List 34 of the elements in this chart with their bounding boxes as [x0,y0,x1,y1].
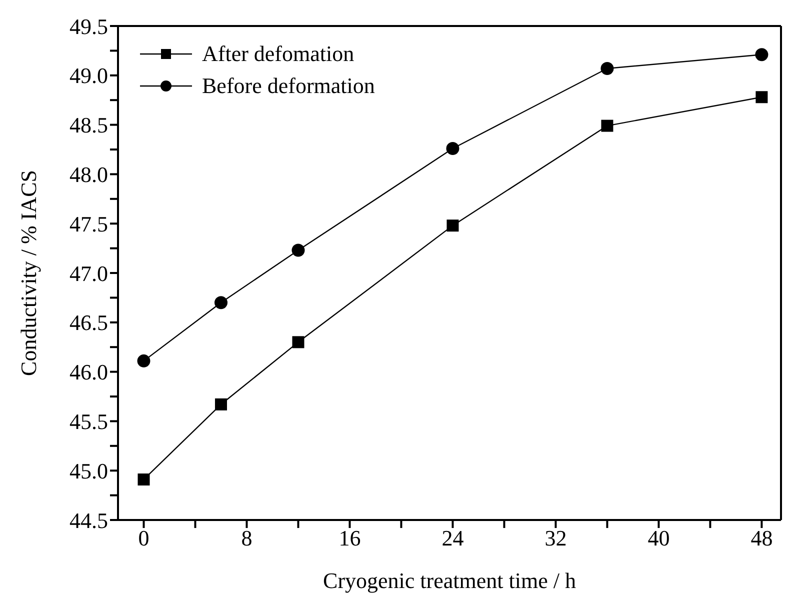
x-tick-label: 48 [750,526,773,551]
y-tick-label: 49.5 [70,14,108,39]
y-tick-label: 45.5 [70,409,108,434]
y-tick-label: 46.5 [70,310,108,336]
point [137,354,150,368]
text: 48.0 [70,162,108,188]
point [292,336,304,348]
legend-label: Before deformation [202,73,375,99]
point [600,62,614,75]
x-tick-label: 0 [138,526,150,551]
x-tick-label: 40 [648,526,670,551]
y-tick-label: 48.5 [70,112,108,138]
point [214,296,228,310]
point [214,398,227,410]
x-axis-title: Cryogenic treatment time / h [323,568,576,593]
point [138,473,150,486]
point [446,142,460,156]
x-tick-label: 8 [241,526,252,551]
x-tick-label: 32 [544,526,567,551]
point [755,48,768,62]
x-tick-label: 16 [338,526,361,551]
text: 45.0 [70,458,108,484]
legend-label: After defomation [202,41,354,67]
text: 47.0 [70,260,108,286]
y-axis-title: Conductivity / % IACS [16,170,41,376]
text: 46.0 [70,360,108,385]
y-tick-label: 44.5 [70,508,108,533]
point [601,120,614,132]
text: 49.0 [70,63,108,88]
point [292,244,305,257]
x-tick-label: 24 [442,526,464,551]
y-tick-label: 47.5 [70,211,108,236]
point [446,220,459,232]
point [756,91,768,104]
